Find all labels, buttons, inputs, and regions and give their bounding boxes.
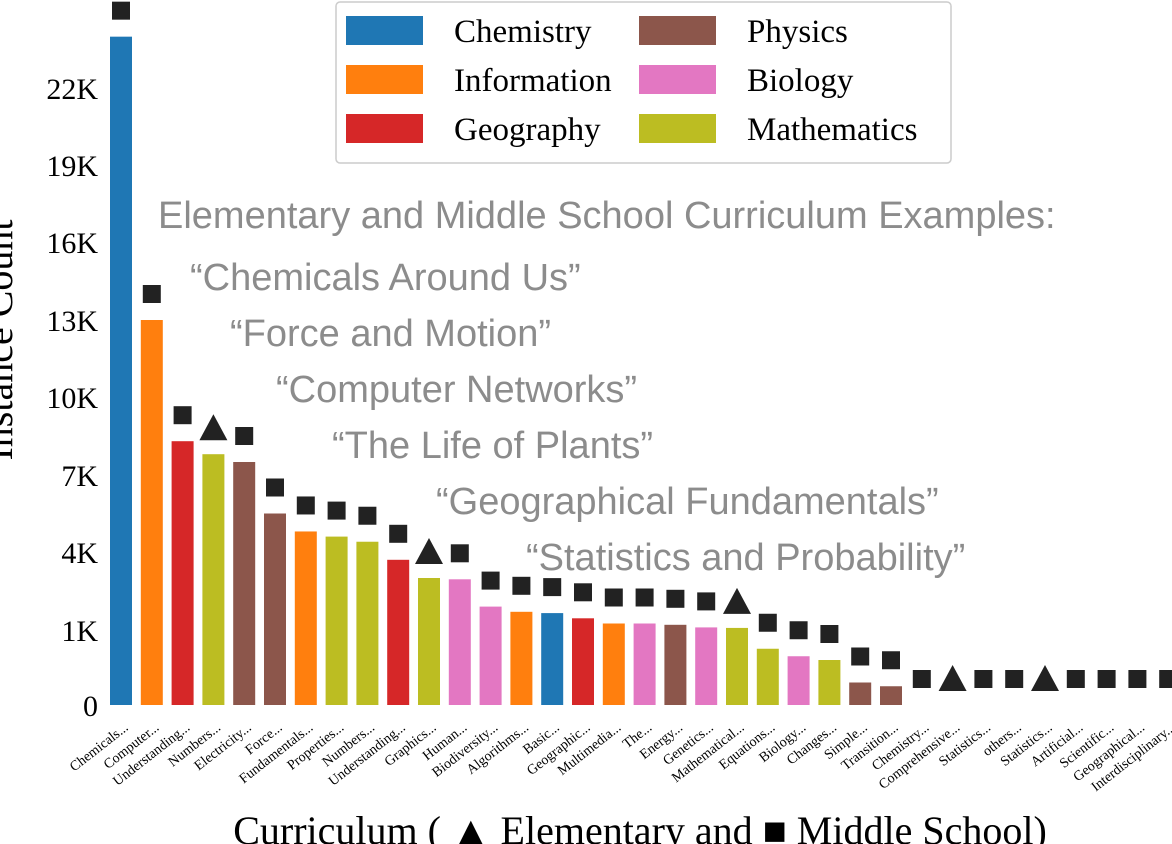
- bar: [418, 578, 440, 705]
- legend-label: Chemistry: [454, 14, 592, 50]
- middle-school-marker: [1066, 670, 1085, 688]
- y-tick-label: 0: [83, 690, 98, 723]
- middle-school-marker: [974, 670, 993, 688]
- middle-school-marker: [820, 625, 839, 643]
- bar: [602, 623, 625, 705]
- middle-school-marker: [604, 588, 623, 607]
- elementary-marker: [415, 538, 443, 564]
- middle-school-marker: [1005, 670, 1024, 688]
- bars-layer: [110, 36, 902, 705]
- legend-swatch: [639, 114, 716, 143]
- bar: [264, 513, 286, 705]
- bar: [448, 579, 471, 705]
- bar: [294, 531, 317, 705]
- middle-school-marker: [543, 578, 562, 597]
- y-tick-label: 22K: [46, 73, 98, 106]
- bar: [633, 623, 656, 705]
- y-tick-label: 7K: [61, 460, 98, 493]
- middle-school-marker: [450, 544, 469, 563]
- bar: [233, 462, 256, 705]
- elementary-marker: [938, 665, 967, 691]
- y-axis: 0 1K 4K 7K 10K 13K 16K 19K 22K: [46, 73, 98, 723]
- annotations: Elementary and Middle School Curriculum …: [158, 195, 1056, 579]
- legend-label: Mathematics: [747, 112, 917, 148]
- middle-school-marker: [358, 506, 377, 525]
- bar: [880, 686, 902, 705]
- middle-school-marker: [266, 478, 284, 497]
- annotation-example: “The Life of Plants”: [332, 425, 653, 467]
- bar: [171, 441, 194, 705]
- annotation-example: “Geographical Fundamentals”: [436, 481, 939, 523]
- bar: [202, 454, 225, 705]
- middle-school-marker: [389, 524, 408, 543]
- annotation-example: “Computer Networks”: [276, 369, 637, 411]
- middle-school-marker: [296, 496, 315, 515]
- middle-school-marker: [882, 651, 900, 670]
- middle-school-marker: [789, 621, 808, 640]
- legend-swatch: [639, 65, 716, 94]
- y-axis-label: Instance Count: [0, 219, 21, 460]
- middle-school-marker: [512, 576, 531, 595]
- bar: [787, 656, 810, 705]
- middle-school-marker: [327, 501, 346, 520]
- legend-swatch: [346, 16, 423, 45]
- elementary-marker: [1031, 665, 1059, 691]
- bar: [110, 36, 132, 705]
- y-tick-label: 16K: [46, 227, 98, 260]
- bar: [325, 536, 348, 705]
- annotation-example: “Chemicals Around Us”: [190, 257, 581, 299]
- bar: [387, 559, 410, 705]
- middle-school-marker: [173, 406, 192, 425]
- bar: [140, 320, 163, 705]
- middle-school-marker: [758, 613, 777, 632]
- bar: [541, 613, 564, 705]
- bar: [356, 541, 379, 705]
- x-axis-label: Curriculum ( ▲ Elementary and ■ Middle S…: [233, 808, 1047, 844]
- middle-school-marker: [912, 670, 931, 688]
- legend-swatch: [346, 114, 423, 143]
- legend-label: Geography: [454, 112, 601, 148]
- annotation-example: “Force and Motion”: [230, 313, 551, 355]
- y-tick-label: 1K: [61, 615, 98, 648]
- middle-school-marker: [1128, 670, 1147, 688]
- legend-label: Biology: [747, 63, 854, 99]
- bar: [818, 660, 841, 705]
- bar: [572, 618, 594, 705]
- bar: [849, 682, 872, 705]
- middle-school-marker: [1159, 670, 1172, 688]
- legend-swatch: [346, 65, 423, 94]
- bar: [756, 648, 779, 705]
- middle-school-marker: [666, 589, 685, 608]
- legend-swatch: [639, 16, 716, 45]
- y-tick-label: 13K: [46, 305, 98, 338]
- x-axis-tick-labels: Chemicals...Computer...Understanding...N…: [67, 720, 1172, 795]
- elementary-marker: [199, 414, 228, 441]
- elementary-marker: [723, 587, 751, 614]
- bar: [510, 611, 533, 705]
- middle-school-marker: [235, 427, 254, 445]
- middle-school-marker: [481, 571, 500, 590]
- middle-school-marker: [635, 588, 654, 607]
- middle-school-marker: [1097, 670, 1116, 688]
- annotation-example: “Statistics and Probability”: [526, 537, 965, 579]
- middle-school-marker: [851, 647, 870, 666]
- bar: [664, 624, 687, 705]
- bar: [726, 627, 748, 705]
- y-tick-label: 4K: [61, 537, 98, 570]
- legend: Chemistry Information Geography Physics Biol…: [335, 1, 952, 164]
- bar: [695, 627, 718, 705]
- middle-school-marker: [142, 285, 161, 303]
- y-tick-label: 10K: [46, 382, 98, 415]
- legend-label: Information: [454, 63, 612, 99]
- legend-label: Physics: [747, 14, 848, 50]
- bar: [479, 606, 502, 705]
- middle-school-marker: [112, 1, 130, 20]
- middle-school-marker: [574, 583, 592, 602]
- y-tick-label: 19K: [46, 150, 98, 183]
- middle-school-marker: [697, 592, 716, 611]
- level-markers-layer: [112, 1, 1172, 691]
- annotation-heading: Elementary and Middle School Curriculum …: [158, 195, 1056, 237]
